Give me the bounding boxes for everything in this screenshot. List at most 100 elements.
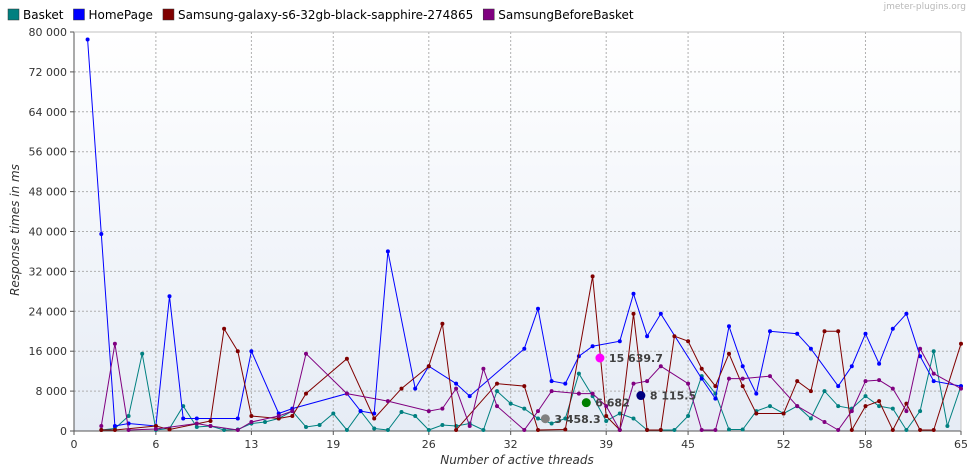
data-point: [508, 401, 513, 406]
annotation-label: 3 458.3: [554, 413, 600, 426]
legend-item[interactable]: Basket: [7, 8, 64, 22]
data-point: [563, 427, 568, 432]
data-point: [495, 389, 499, 394]
data-point: [576, 371, 581, 376]
data-point: [836, 404, 841, 409]
legend-label: Basket: [23, 8, 64, 22]
data-point: [112, 428, 117, 432]
data-point: [849, 428, 854, 432]
data-point: [617, 428, 622, 432]
y-tick-label: 56 000: [29, 146, 68, 159]
data-point: [849, 364, 854, 369]
legend-label: Samsung-galaxy-s6-32gb-black-sapphire-27…: [178, 8, 473, 22]
data-point: [167, 427, 172, 432]
data-point: [413, 386, 418, 391]
data-point: [249, 349, 254, 354]
data-point: [890, 428, 895, 432]
plot-area: [74, 32, 961, 431]
legend-swatch: [73, 8, 85, 21]
annotation-marker: [581, 398, 591, 408]
data-point: [822, 420, 827, 424]
watermark-text: jmeter-plugins.org: [883, 2, 966, 12]
data-point: [208, 424, 213, 428]
data-point: [699, 366, 704, 371]
data-point: [304, 425, 308, 429]
data-point: [235, 349, 240, 354]
data-point: [808, 346, 813, 351]
legend-label: SamsungBeforeBasket: [498, 8, 634, 22]
annotations: 15 639.7 8 115.5 6 682 3 458.3: [540, 352, 696, 426]
data-point: [467, 394, 472, 399]
data-point: [768, 329, 772, 334]
data-point: [481, 428, 486, 432]
x-tick-label: 45: [681, 438, 695, 451]
data-point: [604, 419, 609, 423]
data-point: [235, 428, 240, 432]
data-point: [99, 232, 104, 236]
data-point: [604, 414, 609, 418]
legend-item[interactable]: HomePage: [73, 8, 153, 22]
y-tick-label: 16 000: [29, 345, 68, 358]
data-point: [645, 334, 650, 339]
data-point: [344, 391, 349, 396]
x-axis-label: Number of active threads: [440, 453, 594, 467]
data-point: [849, 409, 854, 414]
data-point: [208, 419, 213, 423]
data-point: [904, 311, 909, 316]
data-point: [99, 428, 104, 432]
data-point: [317, 423, 322, 427]
data-point: [536, 428, 540, 432]
data-point: [727, 351, 731, 356]
legend-swatch: [162, 8, 175, 21]
data-point: [686, 414, 691, 418]
data-point: [536, 306, 540, 311]
legend-item[interactable]: Samsung-galaxy-s6-32gb-black-sapphire-27…: [162, 8, 473, 22]
data-point: [658, 428, 663, 432]
data-point: [194, 425, 199, 429]
data-point: [658, 364, 663, 369]
y-axis-label: Response times in ms: [8, 164, 22, 296]
data-point: [781, 411, 786, 416]
data-point: [549, 421, 554, 426]
data-point: [99, 424, 104, 428]
data-point: [522, 428, 527, 432]
y-tick-label: 24 000: [29, 305, 68, 318]
data-point: [945, 424, 950, 428]
data-point: [112, 341, 117, 346]
data-point: [222, 326, 227, 331]
x-tick-label: 0: [71, 438, 78, 451]
data-point: [563, 416, 568, 421]
data-point: [495, 404, 499, 409]
data-point: [863, 379, 868, 384]
data-point: [904, 409, 909, 414]
data-point: [658, 311, 663, 316]
data-point: [372, 416, 377, 421]
data-point: [890, 386, 895, 391]
data-point: [931, 371, 936, 376]
data-point: [686, 381, 691, 386]
data-point: [795, 379, 800, 384]
data-point: [631, 416, 636, 421]
data-point: [399, 386, 404, 391]
y-tick-label: 32 000: [29, 265, 68, 278]
legend-item[interactable]: SamsungBeforeBasket: [482, 8, 634, 22]
data-point: [727, 324, 731, 329]
data-point: [808, 416, 813, 421]
data-point: [126, 428, 131, 432]
data-point: [385, 399, 390, 404]
x-tick-label: 26: [422, 438, 436, 451]
data-point: [645, 379, 650, 384]
data-point: [290, 414, 295, 418]
data-point: [276, 414, 281, 418]
data-point: [863, 331, 868, 336]
data-point: [740, 376, 745, 381]
x-tick-label: 39: [599, 438, 613, 451]
data-point: [413, 414, 418, 418]
data-point: [454, 381, 459, 386]
data-point: [863, 394, 868, 399]
data-point: [713, 396, 718, 401]
data-point: [440, 321, 445, 326]
data-point: [645, 428, 650, 432]
data-point: [740, 384, 745, 389]
y-tick-label: 48 000: [29, 186, 68, 199]
